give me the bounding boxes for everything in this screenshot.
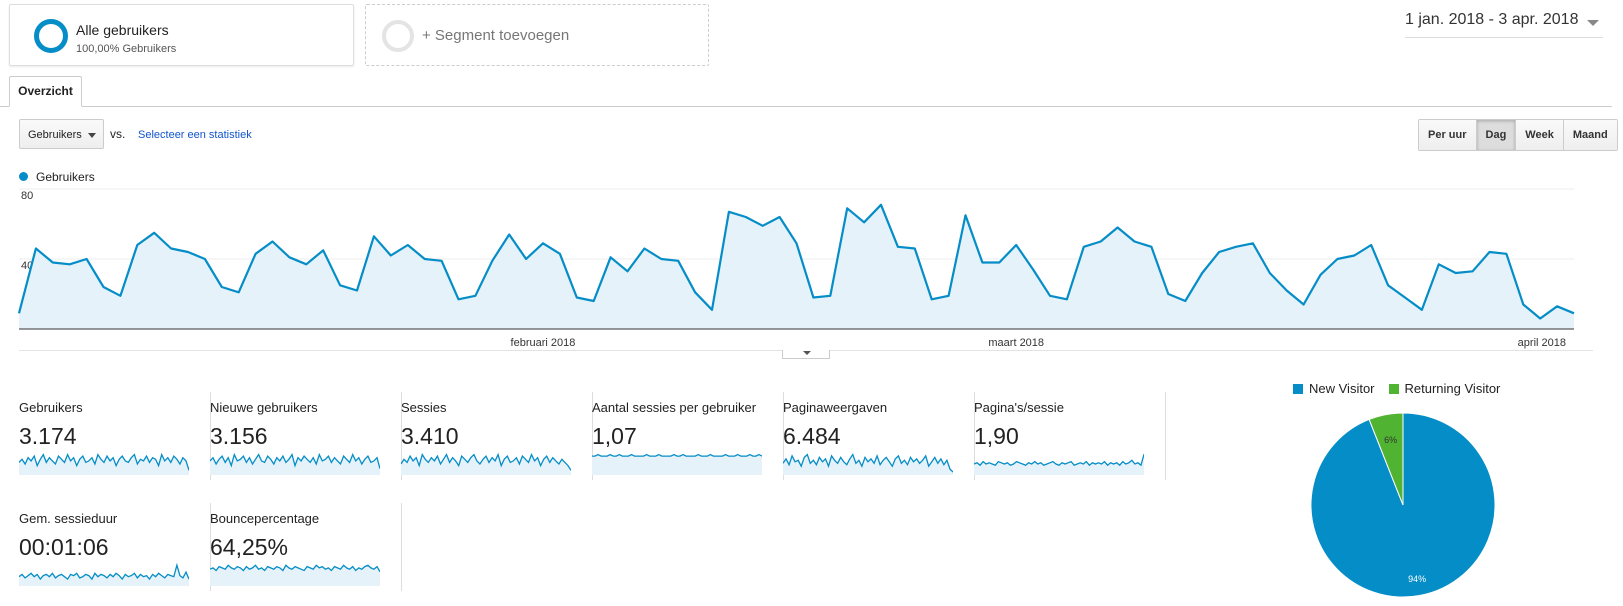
metric-sparkline [210, 564, 380, 586]
metric-value: 1,90 [974, 423, 1019, 449]
metric-label: Gem. sessieduur [19, 511, 118, 526]
metric-box[interactable]: Nieuwe gebruikers 3.156 [210, 392, 402, 480]
metric-box[interactable]: Sessies 3.410 [401, 392, 593, 480]
sparkline-line [19, 452, 189, 471]
metric-value: 3.410 [401, 423, 459, 449]
metric-value: 3.174 [19, 423, 77, 449]
metric-value: 6.484 [783, 423, 841, 449]
metric-sparkline [783, 453, 953, 475]
metric-value: 00:01:06 [19, 534, 109, 560]
metric-value: 1,07 [592, 423, 637, 449]
metric-box[interactable]: Pagina's/sessie 1,90 [974, 392, 1166, 480]
date-range-picker[interactable]: 1 jan. 2018 - 3 apr. 2018 [1405, 8, 1603, 38]
vs-label: vs. [110, 127, 126, 141]
metric-sparkline [401, 452, 571, 475]
sparkline-line [974, 454, 1144, 467]
period-week-button[interactable]: Week [1516, 120, 1564, 150]
sparkline-line [592, 453, 762, 457]
metric-box[interactable]: Gem. sessieduur 00:01:06 [19, 503, 211, 591]
metric-box[interactable]: Gebruikers 3.174 [19, 392, 211, 480]
legend-swatch-icon [1388, 384, 1399, 394]
period-switcher: Per uur Dag Week Maand [1418, 119, 1618, 151]
metric-box[interactable]: Bouncepercentage 64,25% [210, 503, 402, 591]
metric-sparkline [974, 454, 1144, 475]
metric-sparkline [19, 452, 189, 475]
caret-down-icon [803, 351, 811, 355]
metric-sparkline [19, 563, 189, 586]
segment-all-users[interactable]: Alle gebruikers 100,00% Gebruikers [9, 4, 354, 66]
metric-label: Bouncepercentage [210, 511, 320, 526]
visitor-pie-chart: 94% 6% [1310, 412, 1496, 598]
sparkline-line [783, 453, 953, 473]
x-tick-label: februari 2018 [511, 337, 576, 349]
legend-label: Gebruikers [36, 170, 95, 184]
sparkline-area [974, 454, 1144, 475]
sparkline-area [210, 454, 380, 475]
sparkline-line [401, 452, 571, 471]
select-statistic-link[interactable]: Selecteer een statistiek [138, 129, 252, 141]
tab-overview[interactable]: Overzicht [9, 76, 82, 107]
pie-legend-new: New Visitor [1293, 381, 1375, 396]
add-segment-button[interactable]: + Segment toevoegen [365, 4, 709, 66]
sparkline-line [19, 563, 189, 581]
add-segment-label: + Segment toevoegen [422, 27, 570, 44]
period-month-button[interactable]: Maand [1563, 120, 1617, 150]
legend-dot-icon [19, 172, 28, 181]
date-range-label: 1 jan. 2018 - 3 apr. 2018 [1405, 11, 1579, 28]
chart-expand-handle[interactable] [782, 350, 830, 359]
metric-box[interactable]: Aantal sessies per gebruiker 1,07 [592, 392, 784, 480]
tab-divider [0, 106, 1612, 107]
metric-label: Paginaweergaven [783, 400, 888, 415]
segment-name: Alle gebruikers [76, 22, 169, 38]
users-area [19, 204, 1574, 329]
metric-value: 64,25% [210, 534, 289, 560]
metric-box[interactable]: Paginaweergaven 6.484 [783, 392, 975, 480]
sparkline-line [210, 564, 380, 573]
empty-ring-icon [382, 20, 414, 52]
metric-label: Pagina's/sessie [974, 400, 1064, 415]
metric-label: Aantal sessies per gebruiker [592, 400, 757, 415]
metric-value: 3.156 [210, 423, 268, 449]
x-tick-label: maart 2018 [988, 337, 1044, 349]
pie-legend: New Visitor Returning Visitor [1293, 381, 1500, 396]
sparkline-area [592, 454, 762, 475]
sparkline-area [210, 565, 380, 586]
period-day-button[interactable]: Dag [1476, 120, 1517, 150]
pie-slice-label: 6% [1384, 435, 1397, 445]
users-line [17, 203, 1575, 320]
metric-sparkline [592, 453, 762, 475]
caret-down-icon [1587, 20, 1599, 26]
metric-select-label: Gebruikers [28, 129, 82, 141]
pie-slice-returning-visitor[interactable] [1368, 412, 1404, 506]
metric-label: Nieuwe gebruikers [210, 400, 318, 415]
metric-select[interactable]: Gebruikers [19, 119, 104, 149]
metric-sparkline [210, 452, 380, 475]
pie-slice-label: 94% [1408, 574, 1426, 584]
segment-percentage: 100,00% Gebruikers [76, 43, 177, 55]
pie-legend-returning: Returning Visitor [1388, 381, 1500, 396]
sparkline-line [210, 452, 380, 469]
chart-legend: Gebruikers [19, 170, 95, 184]
segment-ring-icon [34, 19, 68, 53]
legend-swatch-icon [1293, 384, 1303, 394]
metric-label: Sessies [401, 400, 447, 415]
period-hour-button[interactable]: Per uur [1419, 120, 1477, 150]
x-tick-label: april 2018 [1518, 337, 1566, 349]
metric-label: Gebruikers [19, 400, 83, 415]
y-tick-label: 80 [21, 190, 33, 202]
caret-down-icon [88, 133, 96, 138]
